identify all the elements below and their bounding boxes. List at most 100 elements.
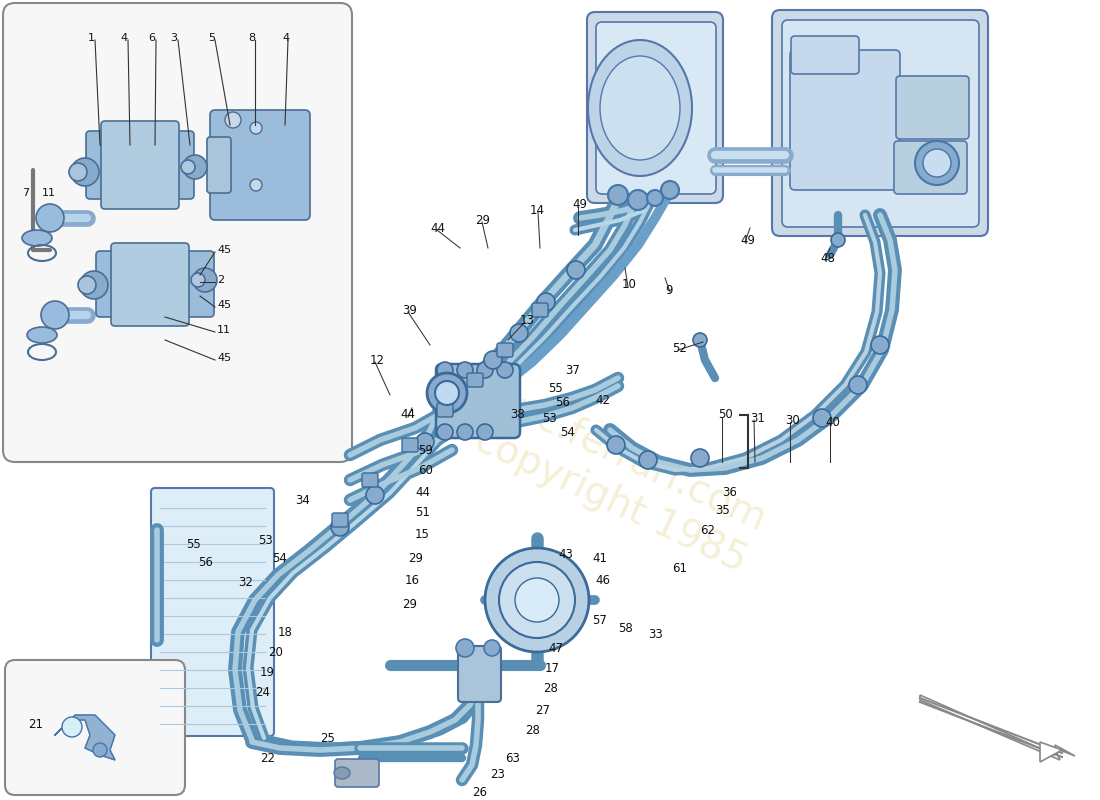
Ellipse shape xyxy=(515,578,559,622)
Ellipse shape xyxy=(600,56,680,160)
Text: 45: 45 xyxy=(217,300,231,310)
Ellipse shape xyxy=(477,362,493,378)
Text: 4: 4 xyxy=(282,33,289,43)
FancyBboxPatch shape xyxy=(896,76,969,139)
FancyBboxPatch shape xyxy=(207,137,231,193)
Text: 19: 19 xyxy=(260,666,275,678)
FancyBboxPatch shape xyxy=(497,343,513,357)
Text: 29: 29 xyxy=(402,598,417,611)
Text: 28: 28 xyxy=(525,723,540,737)
Text: 42: 42 xyxy=(595,394,610,406)
Text: 3: 3 xyxy=(170,33,177,43)
Text: 23: 23 xyxy=(490,769,505,782)
Text: 9: 9 xyxy=(666,283,672,297)
Ellipse shape xyxy=(608,185,628,205)
Text: 50: 50 xyxy=(718,409,733,422)
Text: 14: 14 xyxy=(530,203,544,217)
Text: 22: 22 xyxy=(260,751,275,765)
Ellipse shape xyxy=(871,336,889,354)
Text: 55: 55 xyxy=(548,382,563,394)
Ellipse shape xyxy=(647,190,663,206)
FancyBboxPatch shape xyxy=(596,22,716,194)
Text: epc.ferrari.com
copyright 1985: epc.ferrari.com copyright 1985 xyxy=(468,380,772,580)
Text: 18: 18 xyxy=(278,626,293,638)
Text: 8: 8 xyxy=(248,33,255,43)
FancyBboxPatch shape xyxy=(3,3,352,462)
FancyBboxPatch shape xyxy=(336,759,380,787)
Ellipse shape xyxy=(331,518,349,536)
Text: 21: 21 xyxy=(28,718,43,731)
Text: 58: 58 xyxy=(618,622,632,634)
Text: 7: 7 xyxy=(22,188,29,198)
Ellipse shape xyxy=(537,293,556,311)
Text: 55: 55 xyxy=(186,538,200,551)
Text: 38: 38 xyxy=(510,409,525,422)
Text: 49: 49 xyxy=(740,234,755,246)
Text: 20: 20 xyxy=(268,646,283,658)
Ellipse shape xyxy=(191,273,205,287)
FancyBboxPatch shape xyxy=(111,243,189,326)
Ellipse shape xyxy=(923,149,952,177)
FancyBboxPatch shape xyxy=(894,141,967,194)
Ellipse shape xyxy=(250,179,262,191)
Text: 16: 16 xyxy=(405,574,420,586)
Ellipse shape xyxy=(456,362,473,378)
Ellipse shape xyxy=(94,743,107,757)
Ellipse shape xyxy=(693,333,707,347)
Text: 27: 27 xyxy=(535,703,550,717)
Ellipse shape xyxy=(499,562,575,638)
Text: 1: 1 xyxy=(88,33,95,43)
FancyBboxPatch shape xyxy=(210,110,310,220)
Text: 46: 46 xyxy=(595,574,610,586)
Text: 36: 36 xyxy=(722,486,737,498)
Text: 5: 5 xyxy=(208,33,214,43)
FancyBboxPatch shape xyxy=(458,646,500,702)
FancyBboxPatch shape xyxy=(402,438,418,452)
Text: 44: 44 xyxy=(400,409,415,422)
Text: 34: 34 xyxy=(295,494,310,506)
Ellipse shape xyxy=(41,301,69,329)
Text: 45: 45 xyxy=(217,353,231,363)
Ellipse shape xyxy=(36,204,64,232)
Text: 54: 54 xyxy=(272,551,287,565)
Text: 44: 44 xyxy=(415,486,430,498)
FancyBboxPatch shape xyxy=(332,513,348,527)
Text: 56: 56 xyxy=(198,555,213,569)
Ellipse shape xyxy=(72,158,99,186)
Text: 47: 47 xyxy=(548,642,563,654)
Ellipse shape xyxy=(416,433,434,451)
Ellipse shape xyxy=(456,639,474,657)
Text: 35: 35 xyxy=(715,503,729,517)
Ellipse shape xyxy=(434,381,459,405)
Ellipse shape xyxy=(192,268,217,292)
FancyBboxPatch shape xyxy=(151,488,274,736)
Text: 48: 48 xyxy=(820,251,835,265)
Text: 51: 51 xyxy=(415,506,430,518)
Text: 11: 11 xyxy=(42,188,56,198)
Ellipse shape xyxy=(477,424,493,440)
Text: 54: 54 xyxy=(560,426,575,438)
Text: 45: 45 xyxy=(217,245,231,255)
Ellipse shape xyxy=(830,233,845,247)
Ellipse shape xyxy=(607,436,625,454)
Text: 40: 40 xyxy=(825,415,840,429)
Ellipse shape xyxy=(366,486,384,504)
Ellipse shape xyxy=(485,548,588,652)
Text: 44: 44 xyxy=(430,222,446,234)
Text: 60: 60 xyxy=(418,463,433,477)
Ellipse shape xyxy=(639,451,657,469)
Ellipse shape xyxy=(22,230,52,246)
Text: 43: 43 xyxy=(558,549,573,562)
FancyBboxPatch shape xyxy=(790,50,900,190)
Ellipse shape xyxy=(849,376,867,394)
Text: 39: 39 xyxy=(402,303,417,317)
Ellipse shape xyxy=(813,409,830,427)
Ellipse shape xyxy=(915,141,959,185)
Text: 49: 49 xyxy=(572,198,587,211)
FancyBboxPatch shape xyxy=(96,251,214,317)
Text: 57: 57 xyxy=(592,614,607,626)
Ellipse shape xyxy=(334,767,350,779)
Text: 32: 32 xyxy=(238,575,253,589)
Polygon shape xyxy=(1040,742,1062,762)
Text: 31: 31 xyxy=(750,411,764,425)
